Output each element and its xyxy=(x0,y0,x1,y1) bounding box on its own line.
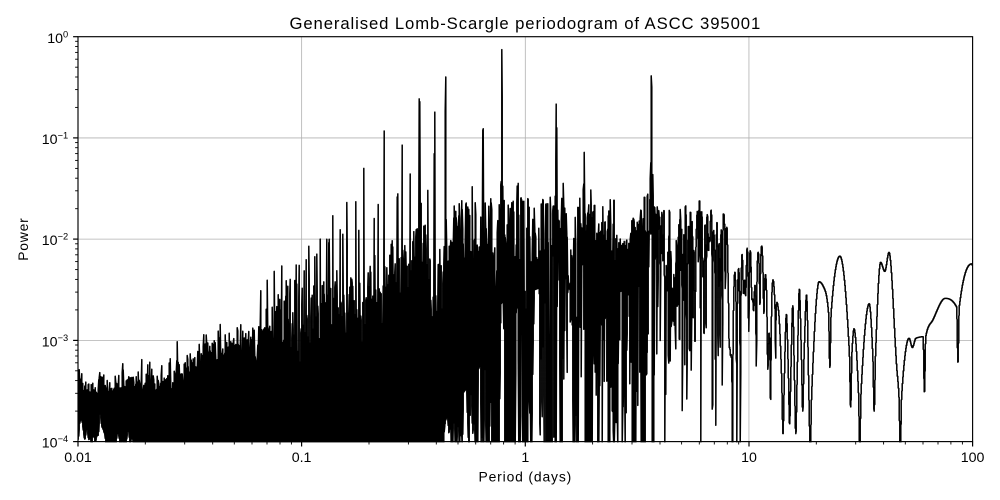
svg-text:0.01: 0.01 xyxy=(64,450,92,466)
svg-text:Period (days): Period (days) xyxy=(478,469,572,485)
svg-text:1: 1 xyxy=(521,450,529,466)
svg-text:0.1: 0.1 xyxy=(292,450,312,466)
svg-text:Generalised Lomb-Scargle perio: Generalised Lomb-Scargle periodogram of … xyxy=(289,14,761,33)
svg-text:10: 10 xyxy=(741,450,757,466)
svg-text:100: 100 xyxy=(47,29,68,47)
svg-text:100: 100 xyxy=(961,450,985,466)
svg-text:Power: Power xyxy=(15,217,31,260)
